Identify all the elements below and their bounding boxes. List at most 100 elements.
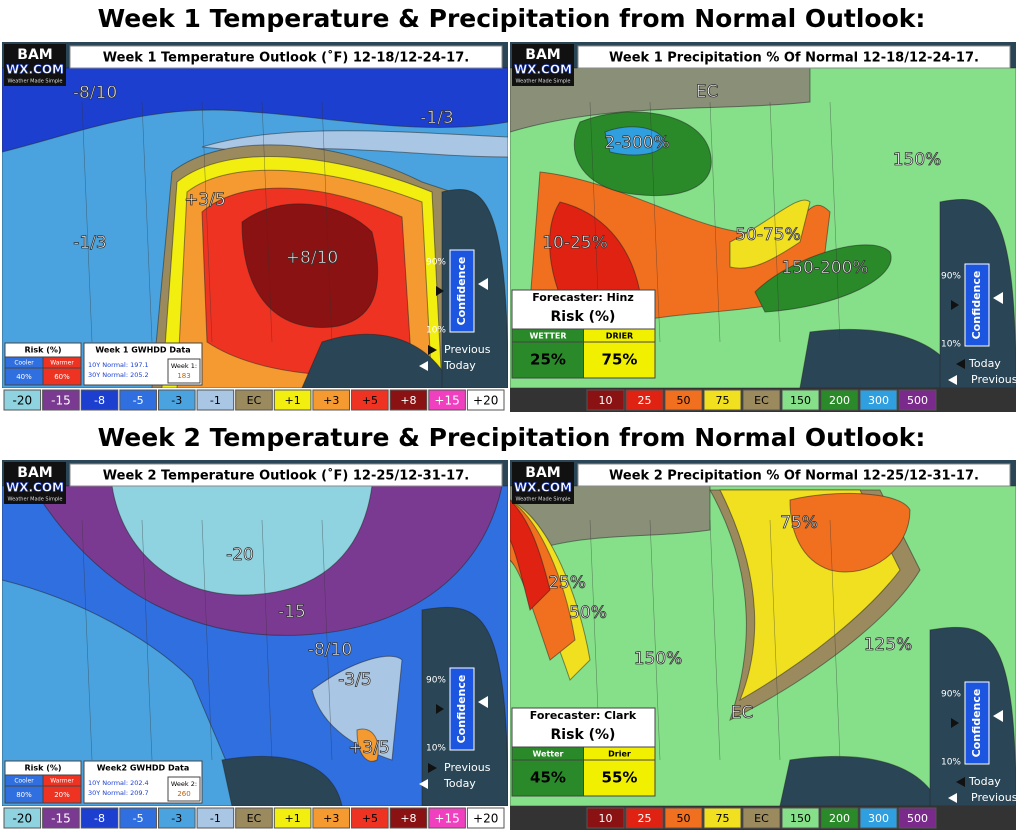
legend-swatch <box>820 389 859 411</box>
map-panel: Week 2 Temperature Outlook (˚F) 12-25/12… <box>2 460 508 830</box>
state-border <box>261 519 273 761</box>
section-header: Week 2 Temperature & Precipitation from … <box>97 423 926 452</box>
legend-label: +20 <box>473 812 498 826</box>
map-label: +3/5 <box>348 738 390 758</box>
legend-label: 150 <box>790 812 811 825</box>
legend-swatch <box>428 807 466 829</box>
map-label: EC <box>731 703 754 723</box>
confidence-arrow <box>436 704 444 714</box>
logo-tagline: Weather Made Simple <box>516 79 571 85</box>
confidence-bar <box>449 249 475 333</box>
map-label: 125% <box>864 635 913 655</box>
legend-swatch <box>703 807 742 829</box>
marker-label: Today <box>443 359 476 372</box>
legend-swatch <box>859 807 898 829</box>
state-border <box>81 101 93 343</box>
legend-swatch <box>42 389 80 411</box>
marker-arrow <box>419 779 428 789</box>
risk-name: Wetter <box>533 750 564 759</box>
risk-value: 40% <box>16 373 32 381</box>
marker-arrow <box>948 793 957 803</box>
gwhdd-line: 10Y Normal: 197.1 <box>88 361 149 369</box>
risk-value: 20% <box>54 791 70 799</box>
risk-title: Risk (%) <box>551 727 616 743</box>
map-region <box>241 203 379 329</box>
legend-swatch <box>625 807 664 829</box>
legend-swatch <box>3 389 42 411</box>
state-border <box>709 519 721 761</box>
forecaster: Forecaster: Clark <box>530 709 637 722</box>
map-panel: Week 1 Precipitation % Of Normal 12-18/1… <box>510 42 1016 412</box>
risk-name: WETTER <box>529 332 566 341</box>
legend-label: +1 <box>285 812 301 825</box>
legend-label: -1 <box>210 394 221 407</box>
legend-label: -8 <box>94 812 105 825</box>
logo-tagline: Weather Made Simple <box>516 497 571 503</box>
state-border <box>321 101 333 343</box>
section-header: Week 1 Temperature & Precipitation from … <box>97 4 926 33</box>
legend-label: -20 <box>13 812 33 826</box>
state-border <box>141 101 153 343</box>
map-label: EC <box>696 82 719 102</box>
legend-label: 75 <box>716 394 730 407</box>
confidence-label: Confidence <box>970 689 983 758</box>
legend-swatch <box>119 389 157 411</box>
risk-value: 60% <box>54 373 70 381</box>
risk-cell <box>42 367 82 386</box>
legend-swatch <box>859 389 898 411</box>
state-border <box>201 519 213 761</box>
legend-label: +3 <box>323 812 339 825</box>
confidence-bar <box>449 667 475 751</box>
marker-label: Previous <box>444 343 491 356</box>
logo-bottom: WX.COM <box>514 481 572 495</box>
legend-label: +20 <box>473 394 498 408</box>
confidence-arrow <box>478 696 488 708</box>
map-label: -8/10 <box>73 83 117 103</box>
legend-label: -15 <box>51 394 71 408</box>
state-border <box>829 101 841 343</box>
risk-cell <box>42 785 82 804</box>
map-region <box>604 126 666 156</box>
legend-swatch <box>389 389 428 411</box>
map-label: +8/10 <box>286 248 338 268</box>
map-label: 150% <box>893 150 942 170</box>
legend-label: 75 <box>716 812 730 825</box>
logo-tagline: Weather Made Simple <box>8 497 63 503</box>
gwhdd-week <box>167 358 201 384</box>
confidence-arrow <box>478 278 488 290</box>
legend-label: -3 <box>171 394 182 407</box>
map-label: -20 <box>226 545 254 565</box>
marker-arrow <box>419 361 428 371</box>
legend-label: +1 <box>285 394 301 407</box>
risk-value: 55% <box>602 769 638 787</box>
legend-swatch <box>80 389 119 411</box>
legend-swatch <box>428 389 466 411</box>
legend-label: 200 <box>829 394 850 407</box>
panel-title: Week 2 Precipitation % Of Normal 12-25/1… <box>609 469 979 484</box>
map-region <box>510 67 811 133</box>
legend-label: +8 <box>400 394 416 407</box>
legend-label: -3 <box>171 812 182 825</box>
risk-cell <box>583 759 656 797</box>
legend-swatch <box>3 807 42 829</box>
logo-tagline: Weather Made Simple <box>8 79 63 85</box>
risk-title: Risk (%) <box>24 346 61 355</box>
state-border <box>829 519 841 761</box>
legend-label: +15 <box>434 394 459 408</box>
legend-label: 200 <box>829 812 850 825</box>
panel-title: Week 1 Precipitation % Of Normal 12-18/1… <box>609 51 979 66</box>
legend-label: EC <box>247 812 262 825</box>
legend-swatch <box>466 389 505 411</box>
logo-top: BAM <box>525 47 560 63</box>
gwhdd-line: 30Y Normal: 205.2 <box>88 371 149 379</box>
legend-swatch <box>625 389 664 411</box>
legend-swatch <box>351 389 389 411</box>
title-bar <box>69 463 503 487</box>
legend-label: -5 <box>133 394 144 407</box>
state-border <box>709 101 721 343</box>
legend-swatch <box>273 389 312 411</box>
confidence-arrow <box>951 718 959 728</box>
marker-label: Previous <box>444 761 491 774</box>
legend-swatch <box>235 807 273 829</box>
legend-label: +5 <box>362 812 378 825</box>
